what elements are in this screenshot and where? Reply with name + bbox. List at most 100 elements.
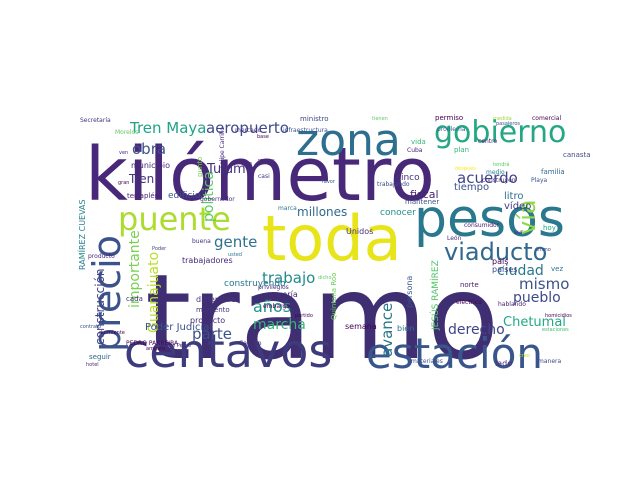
cloud-word: Tren Maya [129,119,207,137]
cloud-word: PEDRO PARREIRA [126,340,179,347]
cloud-word: semana [345,322,377,331]
cloud-word: canasta [563,151,591,159]
cloud-word: medio [486,169,505,176]
cloud-word: Cuba [407,147,423,154]
cloud-word: usted [228,252,242,258]
cloud-word: trabajo [262,269,315,287]
cloud-word: JESÚS RAMÍREZ [429,260,441,331]
cloud-word: base [257,134,269,140]
cloud-word: obra [132,140,166,158]
cloud-word: centavos [124,324,332,378]
cloud-word: gobierno [434,115,566,150]
cloud-word: Morelos [115,129,138,136]
cloud-word: partido [295,313,313,319]
cloud-word: edificio [168,191,201,201]
cloud-word: viaducto [444,238,547,266]
cloud-word: momento [196,306,230,314]
cloud-word: mercado [235,127,262,134]
cloud-word: pasajeros [496,121,520,127]
cloud-word: último [535,246,551,253]
cloud-word: vídeo [504,200,531,212]
cloud-word: años [253,297,291,316]
cloud-word: hotel [86,362,99,368]
cloud-word: Tulum [206,162,246,177]
cloud-word: menos [258,158,275,164]
cloud-word: gran [118,180,129,186]
cloud-word: comercial [532,115,561,122]
cloud-word: buena [192,238,211,245]
cloud-word: tendrá [493,161,510,168]
cloud-word: conocer [380,208,416,218]
cloud-word: casi [258,173,270,180]
cloud-word: Unidos [346,227,373,236]
cloud-word: fiscal [410,188,439,201]
cloud-word: precio [85,235,129,352]
cloud-word: persona [405,276,414,308]
cloud-word: proyecto [190,316,225,325]
cloud-word: ciudad [497,263,544,279]
cloud-word: Poder Judicial [145,322,212,333]
cloud-word: importante [127,230,143,308]
cloud-word: acuerdo [457,169,518,187]
cloud-word: Quintana Roo [330,273,338,320]
cloud-word: hoy [543,224,556,232]
cloud-word: tiempo [454,182,489,193]
cloud-word: León [447,235,462,242]
cloud-word: norte [460,281,479,289]
cloud-word: cada [126,295,143,303]
cloud-word: sur [514,229,524,236]
cloud-word: Felipe Carrillo [219,127,226,168]
cloud-word: manera [538,358,561,365]
cloud-word: política [201,171,217,222]
cloud-word: permiso [435,114,463,122]
cloud-word: tienen [372,116,388,122]
cloud-word: diciembre [196,295,236,304]
cloud-word: sólo [247,162,254,174]
cloud-word: RAMÍREZ CUEVAS [76,199,87,270]
cloud-word: toda [262,202,402,275]
cloud-word: marcha [253,317,306,333]
cloud-word: creo [519,353,530,359]
cloud-word: cinco [396,173,420,183]
cloud-word: bien [397,324,414,333]
cloud-word: terraplén [127,192,159,200]
cloud-word: favor [322,179,336,185]
cloud-word: puente [118,200,231,238]
cloud-word: trabajando [377,181,410,188]
cloud-word: dicho [318,275,332,281]
cloud-word: lado [495,359,512,368]
cloud-word: vez [551,265,563,273]
cloud-word: millones [297,205,347,219]
cloud-word: derecho [448,322,505,338]
cloud-word: familia [541,168,565,176]
cloud-word: kilómetro [85,132,435,218]
cloud-word: José Pedro [164,342,191,349]
cloud-word: después [455,165,476,172]
cloud-word: Chetumal [503,315,566,330]
cloud-word: durmiente [99,330,125,336]
cloud-word: municipio [131,161,170,170]
cloud-word: eléctrico [456,299,482,306]
cloud-word: Cancún [239,340,262,347]
cloud-word: construyendo [224,279,286,289]
cloud-word: amparo [146,346,165,352]
cloud-word: seguir [89,353,111,361]
cloud-word: producto [88,253,115,260]
cloud-word: gente [214,233,257,251]
cloud-word: construyen [482,177,516,184]
cloud-word: ven [119,150,128,156]
cloud-word: pueblo [513,290,561,306]
cloud-word: Guanajuato [146,252,162,333]
cloud-word: parte [192,325,232,343]
cloud-word: consumidor [464,222,500,229]
cloud-word: vía [513,199,541,235]
cloud-word: Tren [128,172,154,186]
cloud-word: medida [493,116,512,122]
cloud-word: punto [196,157,204,177]
cloud-word: aeropuerto [206,119,289,137]
cloud-word: mayoría [265,290,298,299]
cloud-word: litro [504,191,524,202]
cloud-word: mantener [405,198,439,206]
cloud-word: avance [378,303,396,357]
